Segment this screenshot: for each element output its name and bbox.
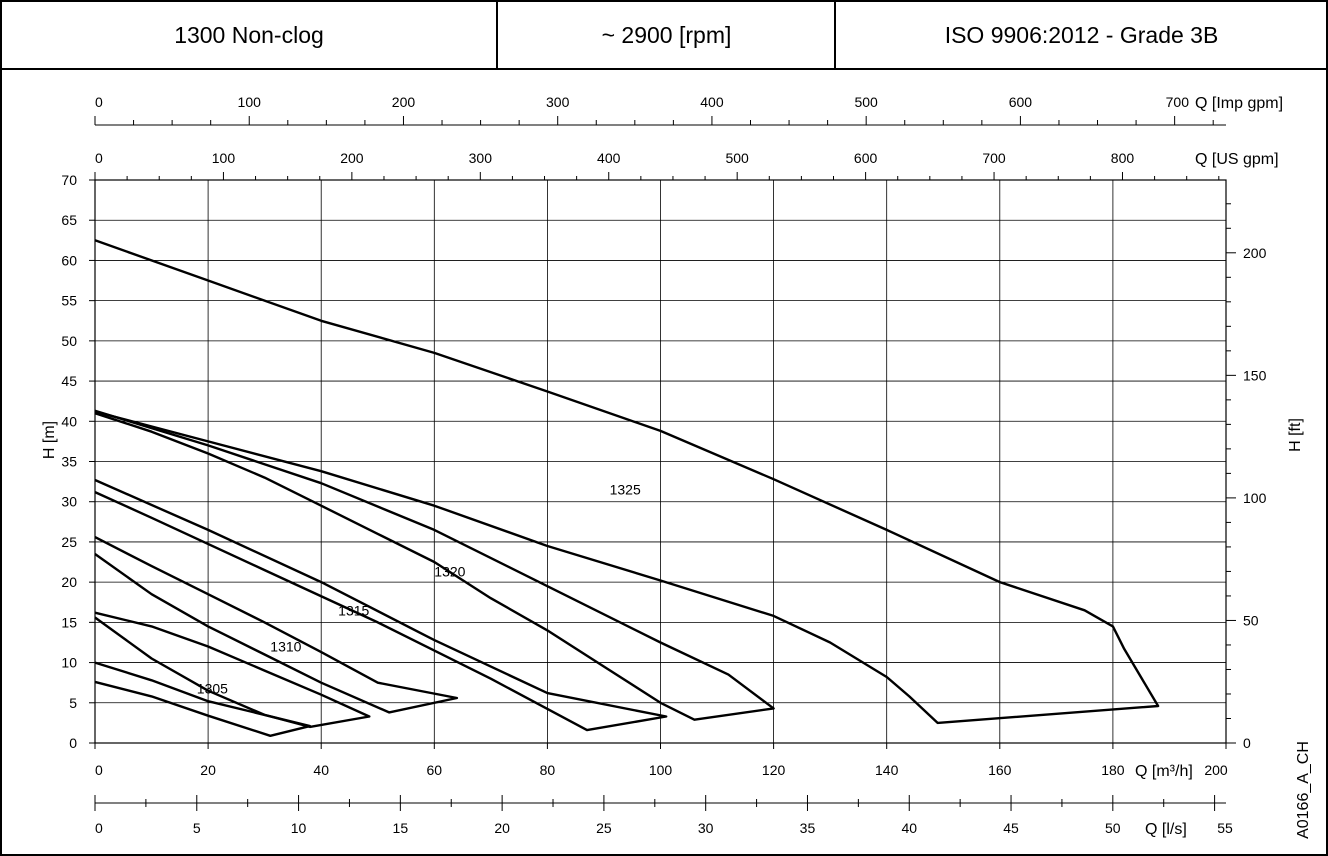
y-ft-tick-label: 200 bbox=[1243, 245, 1267, 261]
x-usgpm-tick-label: 200 bbox=[340, 150, 364, 166]
curve-label-1315: 1315 bbox=[338, 602, 369, 618]
x-m3h-tick-label: 100 bbox=[649, 762, 673, 778]
x-usgpm-tick-label: 800 bbox=[1111, 150, 1135, 166]
x-ls-tick-label: 15 bbox=[393, 820, 409, 836]
y-m-axis-label: H [m] bbox=[41, 421, 58, 459]
x-m3h-axis-label: Q [m³/h] bbox=[1135, 763, 1193, 780]
x-ls-tick-label: 45 bbox=[1003, 820, 1019, 836]
x-m3h-tick-label: 160 bbox=[988, 762, 1012, 778]
x-usgpm-tick-label: 600 bbox=[854, 150, 878, 166]
x-ls-tick-label: 40 bbox=[901, 820, 917, 836]
x-usgpm-axis-label: Q [US gpm] bbox=[1195, 151, 1279, 168]
x-usgpm-tick-label: 500 bbox=[725, 150, 749, 166]
y-ft-tick-label: 100 bbox=[1243, 490, 1267, 506]
x-ls-tick-label: 0 bbox=[95, 820, 103, 836]
curve-label-1305: 1305 bbox=[197, 680, 228, 696]
y-m-tick-label: 45 bbox=[61, 373, 77, 389]
x-usgpm-tick-label: 100 bbox=[212, 150, 236, 166]
y-m-tick-label: 60 bbox=[61, 252, 77, 268]
x-m3h-tick-label: 120 bbox=[762, 762, 786, 778]
x-ls-tick-label: 25 bbox=[596, 820, 612, 836]
curve-label-1325: 1325 bbox=[610, 482, 641, 498]
x-impgpm-tick-label: 400 bbox=[700, 94, 724, 110]
y-m-tick-label: 40 bbox=[61, 413, 77, 429]
x-ls-tick-label: 30 bbox=[698, 820, 714, 836]
y-m-tick-label: 70 bbox=[61, 172, 77, 188]
x-impgpm-tick-label: 100 bbox=[238, 94, 262, 110]
curve-label-1320: 1320 bbox=[434, 564, 465, 580]
y-m-tick-label: 5 bbox=[69, 695, 77, 711]
x-usgpm-tick-label: 0 bbox=[95, 150, 103, 166]
x-impgpm-tick-label: 0 bbox=[95, 94, 103, 110]
x-impgpm-tick-label: 200 bbox=[392, 94, 416, 110]
curve-1315 bbox=[94, 536, 459, 714]
y-m-tick-label: 10 bbox=[61, 655, 77, 671]
y-m-tick-label: 0 bbox=[69, 735, 77, 751]
x-impgpm-tick-label: 500 bbox=[854, 94, 878, 110]
y-m-tick-label: 30 bbox=[61, 494, 77, 510]
y-m-tick-label: 20 bbox=[61, 574, 77, 590]
x-usgpm-tick-label: 300 bbox=[469, 150, 493, 166]
y-ft-axis-label: H [ft] bbox=[1287, 418, 1304, 452]
x-impgpm-axis-label: Q [Imp gpm] bbox=[1195, 95, 1283, 112]
curve-label-1310: 1310 bbox=[270, 638, 301, 654]
x-ls-tick-label: 20 bbox=[494, 820, 510, 836]
curve-1305 bbox=[94, 661, 312, 737]
drawing-code: A0166_A_CH bbox=[1295, 741, 1312, 839]
curve-1325a bbox=[94, 409, 775, 721]
y-ft-tick-label: 150 bbox=[1243, 367, 1267, 383]
y-m-tick-label: 35 bbox=[61, 454, 77, 470]
x-ls-tick-label: 5 bbox=[193, 820, 201, 836]
x-m3h-tick-label: 0 bbox=[95, 762, 103, 778]
y-m-tick-label: 15 bbox=[61, 614, 77, 630]
x-usgpm-tick-label: 400 bbox=[597, 150, 621, 166]
standard-title: ISO 9906:2012 - Grade 3B bbox=[944, 21, 1219, 48]
x-impgpm-tick-label: 700 bbox=[1166, 94, 1190, 110]
x-ls-tick-label: 35 bbox=[800, 820, 816, 836]
x-ls-tick-label: 55 bbox=[1217, 820, 1233, 836]
y-ft-tick-label: 50 bbox=[1243, 612, 1259, 628]
x-impgpm-tick-label: 300 bbox=[546, 94, 570, 110]
curve-1325 bbox=[94, 239, 1160, 725]
x-m3h-tick-label: 80 bbox=[540, 762, 556, 778]
y-m-tick-label: 50 bbox=[61, 333, 77, 349]
x-m3h-tick-label: 60 bbox=[427, 762, 443, 778]
x-m3h-tick-label: 180 bbox=[1101, 762, 1125, 778]
curve-1310 bbox=[94, 611, 371, 729]
x-ls-axis-label: Q [l/s] bbox=[1145, 821, 1187, 838]
x-usgpm-tick-label: 700 bbox=[982, 150, 1006, 166]
x-m3h-tick-label: 140 bbox=[875, 762, 899, 778]
x-impgpm-tick-label: 600 bbox=[1009, 94, 1033, 110]
y-m-tick-label: 25 bbox=[61, 534, 77, 550]
y-m-tick-label: 55 bbox=[61, 293, 77, 309]
speed-title: ~ 2900 [rpm] bbox=[601, 21, 732, 48]
x-m3h-tick-label: 200 bbox=[1204, 762, 1228, 778]
curve-1320 bbox=[94, 478, 668, 732]
x-m3h-tick-label: 40 bbox=[313, 762, 329, 778]
x-ls-tick-label: 10 bbox=[291, 820, 307, 836]
y-m-tick-label: 65 bbox=[61, 212, 77, 228]
x-ls-tick-label: 50 bbox=[1105, 820, 1121, 836]
model-title: 1300 Non-clog bbox=[174, 21, 324, 48]
y-ft-tick-label: 0 bbox=[1243, 735, 1251, 751]
x-m3h-tick-label: 20 bbox=[200, 762, 216, 778]
